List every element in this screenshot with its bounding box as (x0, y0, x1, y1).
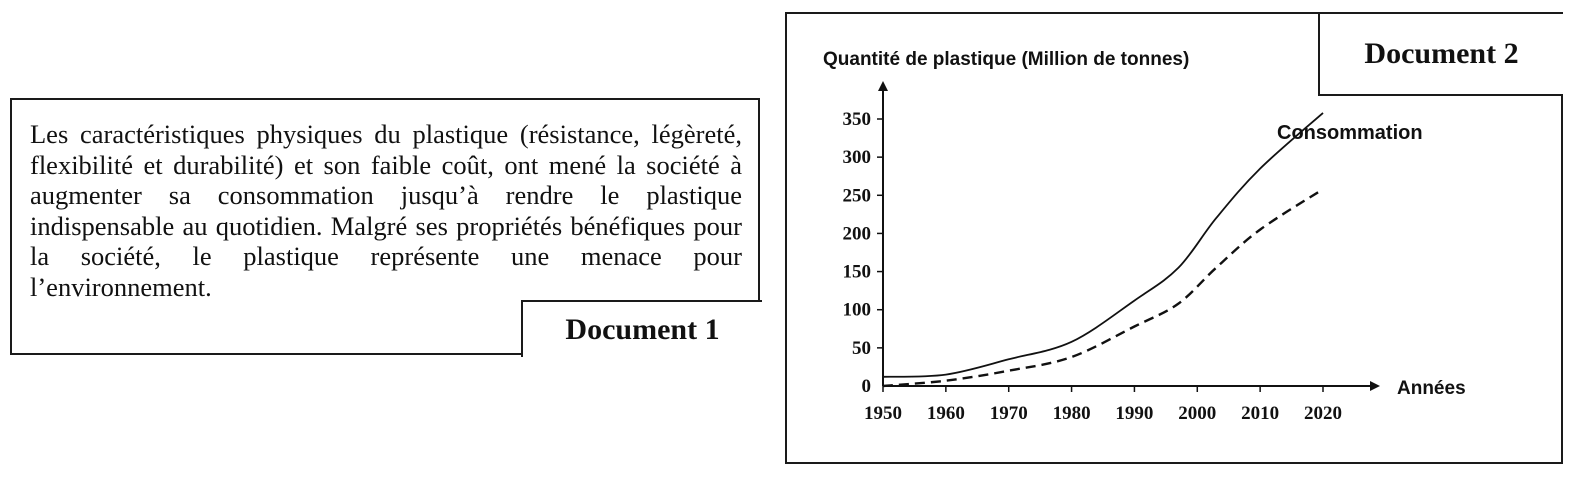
x-tick-label: 2020 (1304, 403, 1342, 424)
series-line-production (882, 112, 1324, 378)
document-1-paragraph: Les caractéristiques physiques du plasti… (30, 119, 742, 302)
y-tick-label: 100 (843, 300, 872, 321)
y-axis-title: Quantité de plastique (Million de tonnes… (823, 49, 1189, 70)
document-1-box: Les caractéristiques physiques du plasti… (10, 98, 762, 357)
x-tick-label: 1970 (990, 403, 1028, 424)
series-label-consommation: Consommation (1277, 122, 1423, 144)
x-tick-label: 1990 (1115, 403, 1153, 424)
y-tick-label: 0 (862, 376, 872, 397)
document-2-label: Document 2 (1318, 14, 1563, 96)
x-tick-label: 2000 (1178, 403, 1216, 424)
y-tick-label: 350 (843, 109, 872, 130)
plastic-quantity-chart: Quantité de plastique (Million de tonnes… (823, 49, 1466, 424)
y-tick-label: 150 (843, 262, 872, 283)
y-tick-label: 50 (852, 338, 871, 359)
series-line-consommation (882, 188, 1324, 388)
document-1-label: Document 1 (521, 300, 762, 357)
x-axis-title: Années (1397, 378, 1466, 399)
x-tick-label: 1980 (1053, 403, 1091, 424)
y-tick-label: 250 (843, 185, 872, 206)
document-2-box: Quantité de plastique (Million de tonnes… (785, 12, 1563, 464)
y-tick-label: 300 (843, 147, 872, 168)
x-tick-label: 1960 (927, 403, 965, 424)
x-tick-label: 1950 (864, 403, 902, 424)
y-tick-label: 200 (843, 223, 872, 244)
x-tick-label: 2010 (1241, 403, 1279, 424)
